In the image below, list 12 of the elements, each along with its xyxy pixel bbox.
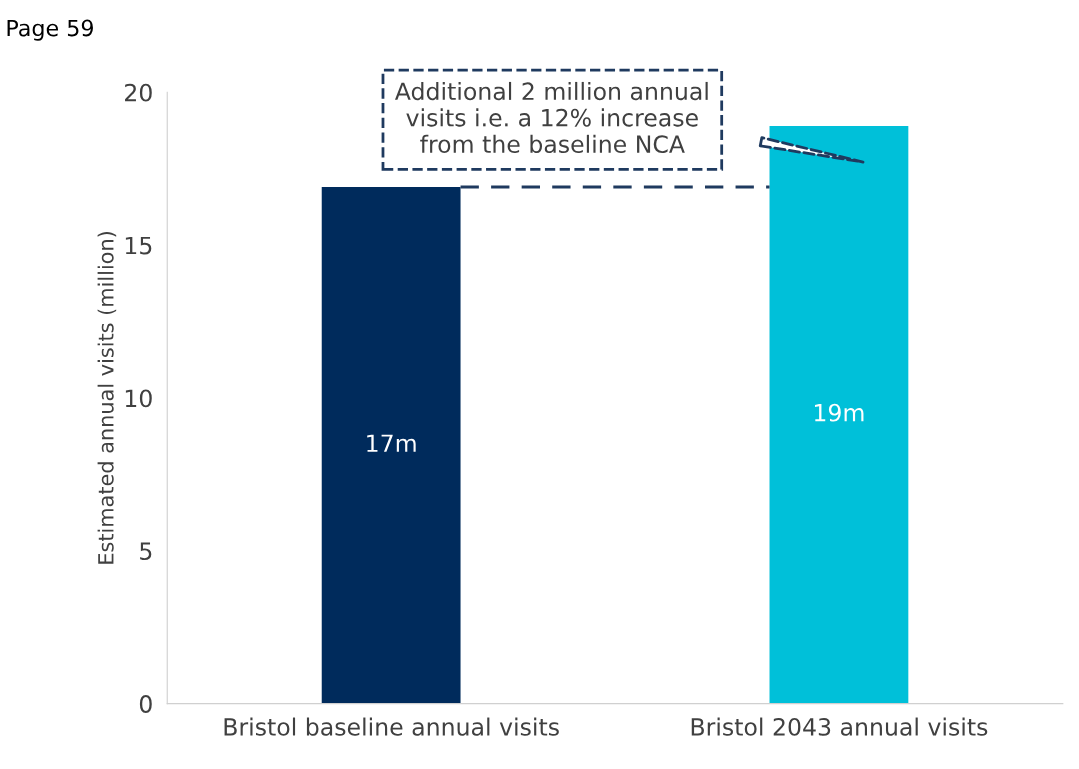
x-tick-label: Bristol 2043 annual visits xyxy=(691,717,988,736)
data-label: 17m xyxy=(367,434,416,452)
y-tick-label: 5 xyxy=(140,542,152,561)
y-axis-title: Estimated annual visits (million) xyxy=(97,232,117,564)
y-tick-label: 0 xyxy=(139,695,152,713)
annotation: Additional 2 million annual visits i.e. a 12% increase from the baseline NCA xyxy=(394,81,708,154)
y-tick-label: 15 xyxy=(125,236,152,255)
data-label: 19m xyxy=(814,403,864,422)
text: Page 59 xyxy=(7,19,93,41)
y-tick-label: 10 xyxy=(125,389,152,408)
x-tick-label: Bristol baseline annual visits xyxy=(224,717,559,736)
y-tick-label: 20 xyxy=(125,83,152,102)
